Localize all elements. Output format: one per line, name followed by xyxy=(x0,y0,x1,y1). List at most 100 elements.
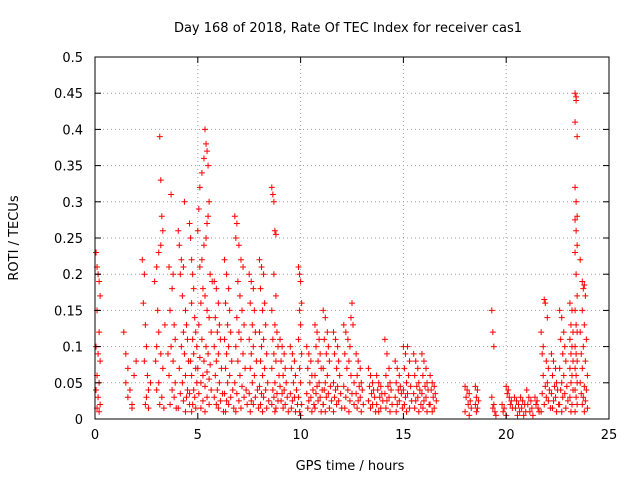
data-point xyxy=(97,292,104,299)
data-point xyxy=(271,227,278,234)
data-point xyxy=(179,379,186,386)
data-point xyxy=(428,387,435,394)
data-point xyxy=(427,401,434,408)
data-point xyxy=(572,387,579,394)
data-point xyxy=(259,372,266,379)
x-tick-label: 25 xyxy=(601,428,618,443)
data-point xyxy=(407,383,414,390)
data-point xyxy=(574,401,581,408)
data-point xyxy=(500,408,507,415)
data-point xyxy=(230,405,237,412)
data-point xyxy=(214,329,221,336)
data-point xyxy=(309,387,316,394)
data-point xyxy=(271,408,278,415)
data-point xyxy=(241,321,248,328)
data-point xyxy=(304,365,311,372)
data-point xyxy=(433,397,440,404)
data-point xyxy=(550,397,557,404)
data-point xyxy=(400,387,407,394)
data-point xyxy=(295,336,302,343)
data-point xyxy=(351,401,358,408)
data-point xyxy=(215,405,222,412)
data-point xyxy=(326,405,333,412)
data-point xyxy=(295,263,302,270)
data-point xyxy=(574,213,581,220)
data-point xyxy=(257,285,264,292)
data-point xyxy=(325,343,332,350)
data-point xyxy=(424,379,431,386)
data-point xyxy=(468,405,475,412)
data-point xyxy=(259,307,266,314)
data-point xyxy=(490,401,497,408)
data-point xyxy=(204,368,211,375)
data-point xyxy=(395,387,402,394)
data-point xyxy=(254,387,261,394)
data-point xyxy=(204,220,211,227)
data-point xyxy=(164,350,171,357)
data-point xyxy=(191,314,198,321)
data-point xyxy=(178,256,185,263)
data-point xyxy=(155,379,162,386)
data-point xyxy=(325,390,332,397)
data-point xyxy=(189,401,196,408)
data-point xyxy=(581,408,588,415)
data-point xyxy=(406,405,413,412)
data-point xyxy=(516,408,523,415)
data-point xyxy=(488,307,495,314)
data-point xyxy=(365,365,372,372)
data-point xyxy=(424,408,431,415)
data-point xyxy=(203,235,210,241)
data-point xyxy=(223,271,230,278)
data-point xyxy=(418,390,425,397)
data-point xyxy=(305,397,312,404)
data-point xyxy=(403,379,410,386)
data-point xyxy=(535,405,542,412)
axis-ticks xyxy=(94,56,610,420)
data-point xyxy=(206,198,213,205)
data-point xyxy=(159,365,166,372)
data-point xyxy=(431,383,438,390)
data-point xyxy=(381,336,388,343)
data-point xyxy=(212,314,219,321)
data-point xyxy=(334,343,341,350)
data-point xyxy=(188,408,195,415)
data-point xyxy=(415,379,422,386)
data-point xyxy=(574,242,581,249)
data-point xyxy=(215,350,222,357)
data-point xyxy=(256,383,263,390)
data-point xyxy=(153,343,160,350)
data-point xyxy=(580,285,587,292)
data-point xyxy=(332,336,339,343)
data-point xyxy=(559,350,566,357)
data-point xyxy=(223,397,230,404)
data-point xyxy=(330,379,337,386)
data-point xyxy=(288,405,295,412)
data-point xyxy=(188,372,195,379)
data-point xyxy=(335,397,342,404)
x-tick-label: 20 xyxy=(498,428,515,443)
data-point xyxy=(186,390,193,397)
data-point xyxy=(533,401,540,408)
data-point xyxy=(143,343,150,350)
data-point xyxy=(416,387,423,394)
data-point xyxy=(320,401,327,408)
data-point xyxy=(404,343,411,350)
data-point xyxy=(549,372,556,379)
y-tick-label: 0.2 xyxy=(62,268,83,283)
data-point xyxy=(256,256,263,263)
data-point xyxy=(411,372,418,379)
y-tick-label: 0.4 xyxy=(62,123,83,138)
data-point xyxy=(394,365,401,372)
data-point xyxy=(326,358,333,365)
data-point xyxy=(336,372,343,379)
data-point xyxy=(306,379,313,386)
data-point xyxy=(176,242,183,249)
data-point xyxy=(562,358,569,365)
data-point xyxy=(347,314,354,321)
data-point xyxy=(234,278,241,285)
data-point xyxy=(405,372,412,379)
data-point xyxy=(542,383,549,390)
data-point xyxy=(418,350,425,357)
data-point xyxy=(296,408,303,415)
data-point xyxy=(467,397,474,404)
